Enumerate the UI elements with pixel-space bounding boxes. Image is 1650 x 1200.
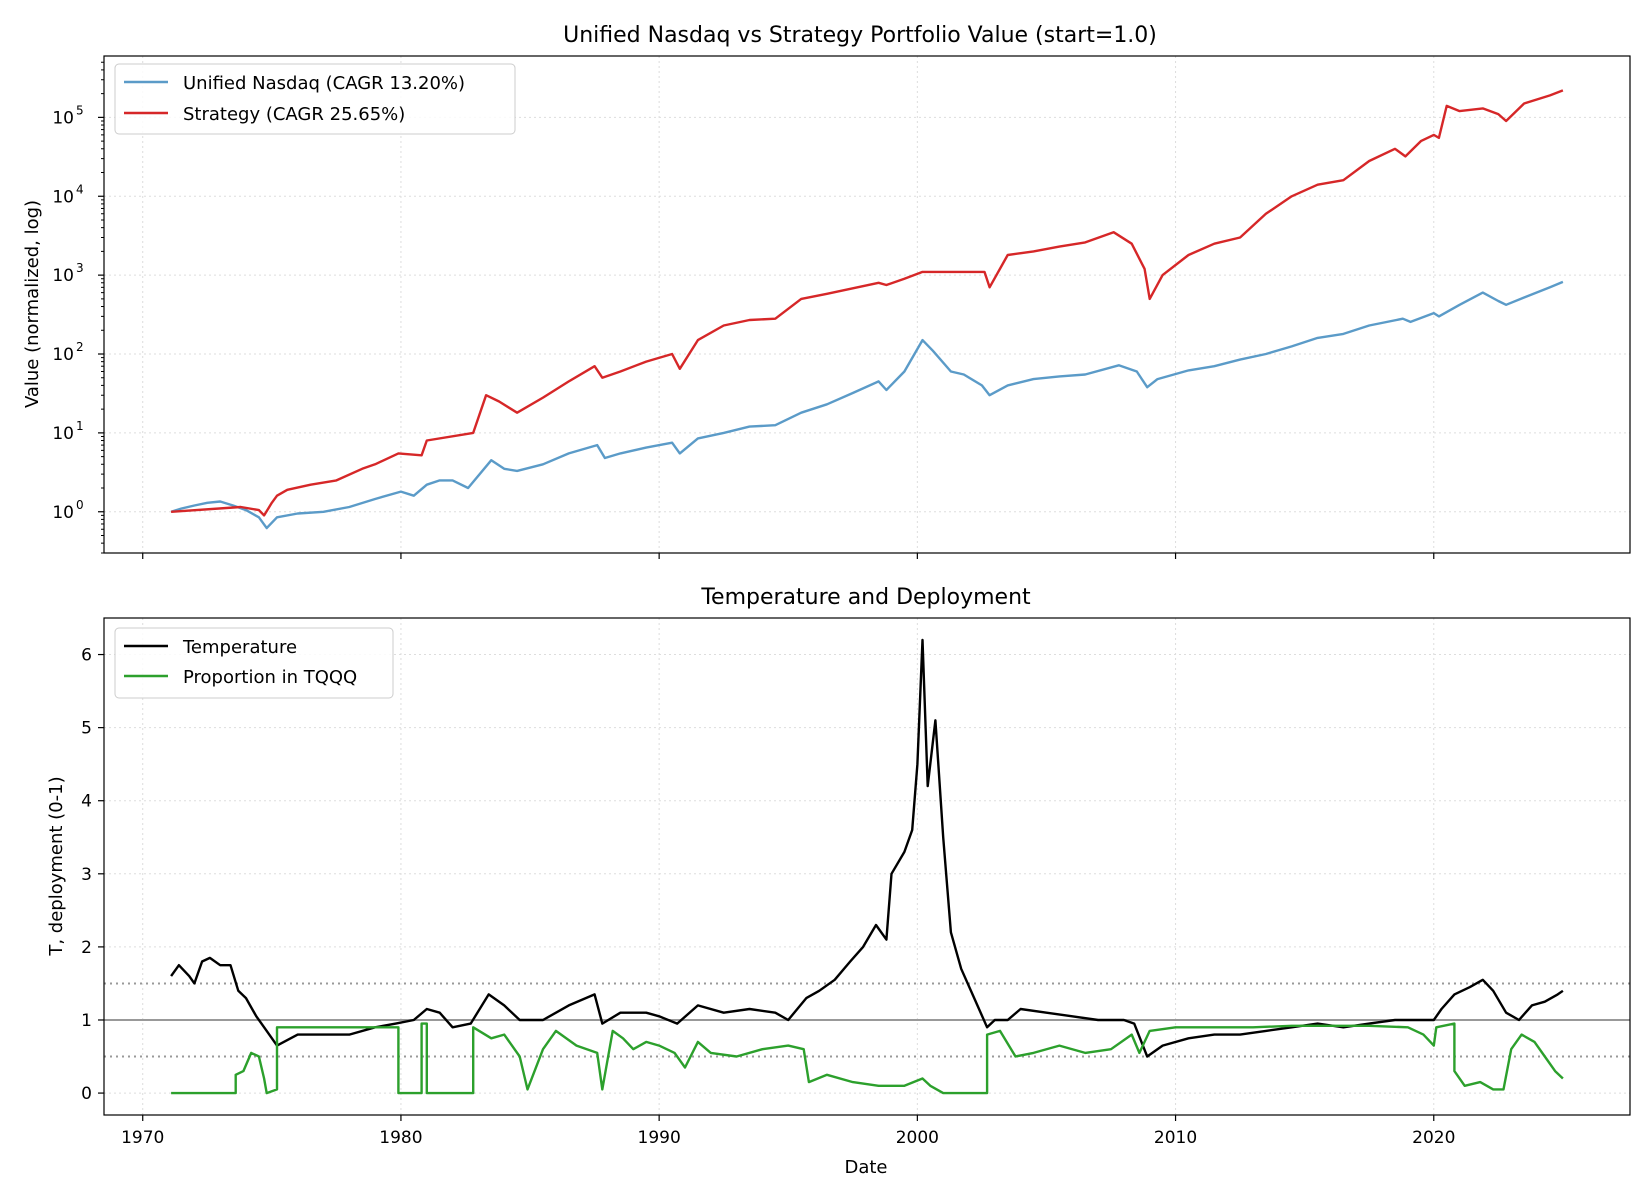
top-legend-box bbox=[114, 63, 516, 135]
series-line-top-1 bbox=[171, 89, 1564, 517]
y-tick-label: 10 bbox=[52, 345, 74, 365]
y-tick-label: 6 bbox=[81, 646, 92, 666]
x-tick-label: 1990 bbox=[638, 1128, 681, 1148]
bottom-reference-lines bbox=[104, 982, 1630, 1058]
bottom-plot-frame bbox=[103, 617, 1631, 1116]
bottom-chart-title: Temperature and Deployment bbox=[700, 585, 1031, 610]
y-tick-label: 0 bbox=[81, 1084, 92, 1104]
bottom-y-ticks: 0 1 2 3 4 5 6 bbox=[81, 646, 104, 1104]
top-grid bbox=[104, 56, 1630, 553]
y-tick-label: 10 bbox=[52, 266, 74, 286]
top-series-layer bbox=[170, 89, 1564, 530]
bottom-series-layer bbox=[170, 638, 1564, 1095]
top-legend: Unified Nasdaq (CAGR 13.20%) Strategy (C… bbox=[114, 63, 516, 135]
y-tick-exponent: 5 bbox=[76, 103, 84, 117]
x-tick-label: 2010 bbox=[1154, 1128, 1197, 1148]
x-tick-label: 1980 bbox=[379, 1128, 422, 1148]
x-tick-label: 1970 bbox=[121, 1128, 164, 1148]
y-tick-exponent: 4 bbox=[76, 182, 84, 196]
y-tick-exponent: 2 bbox=[76, 340, 84, 354]
y-tick-label: 10 bbox=[52, 187, 74, 207]
bottom-panel: Temperature and Deployment 1970 1980 1990 2… bbox=[46, 585, 1631, 1178]
top-chart-title: Unified Nasdaq vs Strategy Portfolio Val… bbox=[563, 23, 1157, 48]
y-tick-exponent: 0 bbox=[76, 498, 84, 512]
y-tick-label: 5 bbox=[81, 719, 92, 739]
y-tick-exponent: 3 bbox=[76, 261, 84, 275]
legend-label-nasdaq: Unified Nasdaq (CAGR 13.20%) bbox=[183, 73, 465, 94]
legend-label-temperature: Temperature bbox=[182, 637, 297, 658]
legend-label-strategy: Strategy (CAGR 25.65%) bbox=[183, 104, 405, 125]
top-plot-frame bbox=[103, 55, 1631, 554]
series-line-top-0 bbox=[170, 280, 1564, 530]
y-tick-label: 1 bbox=[81, 1011, 92, 1031]
bottom-x-ticks: 1970 1980 1990 2000 2010 2020 bbox=[121, 1115, 1455, 1148]
top-x-ticks bbox=[142, 553, 1435, 559]
y-tick-label: 10 bbox=[52, 503, 74, 523]
bottom-x-axis-label: Date bbox=[844, 1157, 887, 1178]
bottom-y-axis-label: T, deployment (0-1) bbox=[46, 776, 67, 956]
x-tick-label: 2020 bbox=[1412, 1128, 1455, 1148]
y-tick-label: 3 bbox=[81, 865, 92, 885]
y-tick-label: 4 bbox=[81, 792, 92, 812]
y-tick-exponent: 1 bbox=[76, 419, 84, 433]
y-tick-label: 10 bbox=[52, 108, 74, 128]
y-tick-label: 2 bbox=[81, 938, 92, 958]
y-tick-label: 10 bbox=[52, 424, 74, 444]
x-tick-label: 2000 bbox=[896, 1128, 939, 1148]
top-panel: Unified Nasdaq vs Strategy Portfolio Val… bbox=[22, 23, 1631, 559]
series-line-bot-1 bbox=[171, 1022, 1564, 1095]
bottom-legend-box bbox=[114, 627, 394, 699]
legend-label-tqqq: Proportion in TQQQ bbox=[183, 667, 357, 688]
bottom-legend: Temperature Proportion in TQQQ bbox=[114, 627, 394, 699]
top-y-axis-label: Value (normalized, log) bbox=[22, 200, 43, 408]
